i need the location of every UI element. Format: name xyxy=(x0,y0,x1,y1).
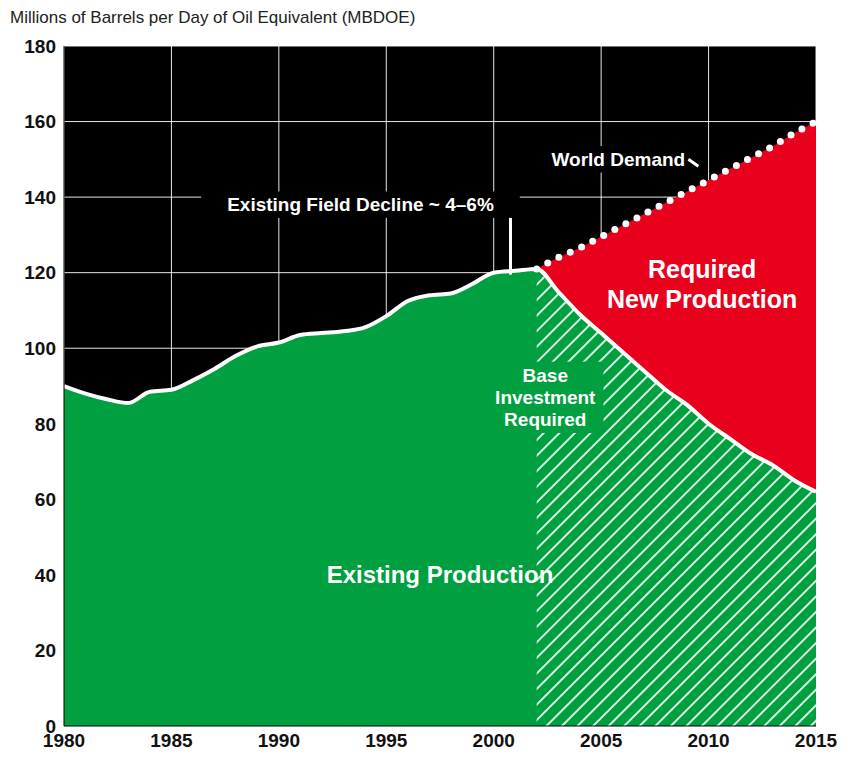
svg-text:RequiredNew Production: RequiredNew Production xyxy=(607,255,797,313)
svg-text:Existing Field Decline ~ 4–6%: Existing Field Decline ~ 4–6% xyxy=(227,194,494,215)
html-text:Millions of Barrels per Day of: Millions of Barrels per Day of Oil Equiv… xyxy=(10,8,416,27)
svg-text:60: 60 xyxy=(35,489,56,510)
svg-text:20: 20 xyxy=(35,640,56,661)
svg-text:0: 0 xyxy=(45,716,56,737)
svg-text:40: 40 xyxy=(35,565,56,586)
svg-text:2015: 2015 xyxy=(795,730,838,751)
svg-text:80: 80 xyxy=(35,414,56,435)
svg-text:180: 180 xyxy=(24,36,56,57)
svg-text:1995: 1995 xyxy=(365,730,408,751)
svg-text:2005: 2005 xyxy=(580,730,623,751)
svg-text:2000: 2000 xyxy=(473,730,515,751)
svg-text:1985: 1985 xyxy=(150,730,193,751)
svg-text:100: 100 xyxy=(24,338,56,359)
svg-text:2010: 2010 xyxy=(687,730,729,751)
svg-text:160: 160 xyxy=(24,111,56,132)
svg-text:Existing Production: Existing Production xyxy=(327,561,554,588)
svg-text:1990: 1990 xyxy=(258,730,300,751)
svg-text:140: 140 xyxy=(24,187,56,208)
svg-text:World Demand: World Demand xyxy=(551,149,685,170)
svg-text:120: 120 xyxy=(24,262,56,283)
svg-text:1980: 1980 xyxy=(42,730,86,752)
svg-text:BaseInvestmentRequired: BaseInvestmentRequired xyxy=(495,365,596,431)
